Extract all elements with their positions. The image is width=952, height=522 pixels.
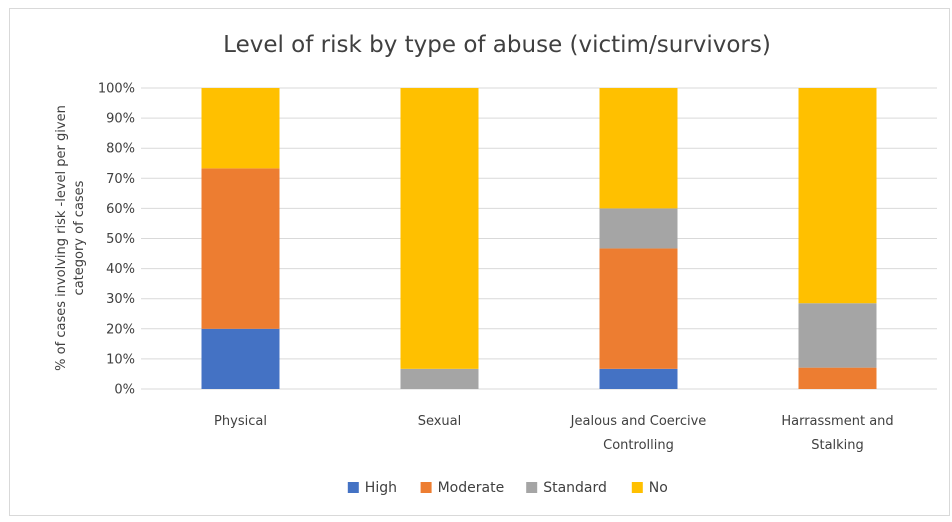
x-tick-label: Physical (214, 414, 267, 429)
legend-label-high: High (365, 480, 397, 496)
y-tick-label: 100% (98, 82, 135, 97)
bar-segment-standard (400, 368, 479, 389)
legend: High Moderate Standard No (347, 480, 668, 496)
y-tick-label: 40% (106, 262, 135, 277)
legend-swatch-no (631, 482, 643, 493)
bar-segment-no (798, 88, 877, 304)
chart-frame (9, 8, 950, 516)
bar-segment-moderate (201, 168, 280, 329)
legend-label-moderate: Moderate (438, 480, 505, 496)
x-axis-ticks: Physical Sexual Jealous and Coercive Contro… (214, 414, 894, 453)
x-tick-label: Controlling (603, 438, 674, 453)
legend-swatch-standard (526, 482, 538, 493)
x-tick-label: Harrassment and (781, 414, 893, 429)
bar-segment-moderate (798, 367, 877, 389)
y-axis-label-line: category of cases (72, 180, 87, 295)
x-tick-label: Sexual (418, 414, 462, 429)
bar-segment-moderate (599, 248, 678, 369)
chart-title: Level of risk by type of abuse (victim/s… (223, 32, 771, 58)
y-tick-label: 60% (106, 202, 135, 217)
bar-segment-standard (798, 303, 877, 368)
y-axis-ticks: 0% 10% 20% 30% 40% 50% 60% 70% 80% 90% 100% (98, 82, 135, 398)
legend-swatch-moderate (420, 482, 432, 493)
y-tick-label: 10% (106, 352, 135, 367)
y-axis-label-line: % of cases involving risk -level per giv… (54, 105, 69, 371)
bars (201, 88, 877, 389)
bar-segment-standard (599, 208, 678, 249)
legend-label-no: No (649, 480, 668, 496)
y-tick-label: 90% (106, 112, 135, 127)
y-tick-label: 0% (114, 383, 135, 398)
y-tick-label: 30% (106, 292, 135, 307)
x-tick-label: Jealous and Coercive (570, 414, 707, 429)
bar-segment-no (400, 88, 479, 369)
bar-segment-no (201, 88, 280, 169)
legend-label-standard: Standard (543, 480, 607, 496)
y-tick-label: 50% (106, 232, 135, 247)
y-tick-label: 70% (106, 172, 135, 187)
bar-segment-high (201, 328, 280, 389)
y-axis-label: % of cases involving risk -level per giv… (54, 105, 87, 371)
y-tick-label: 20% (106, 322, 135, 337)
bar-segment-no (599, 88, 678, 209)
y-tick-label: 80% (106, 142, 135, 157)
bar-segment-high (599, 368, 678, 389)
x-tick-label: Stalking (811, 438, 864, 453)
legend-swatch-high (347, 482, 359, 493)
